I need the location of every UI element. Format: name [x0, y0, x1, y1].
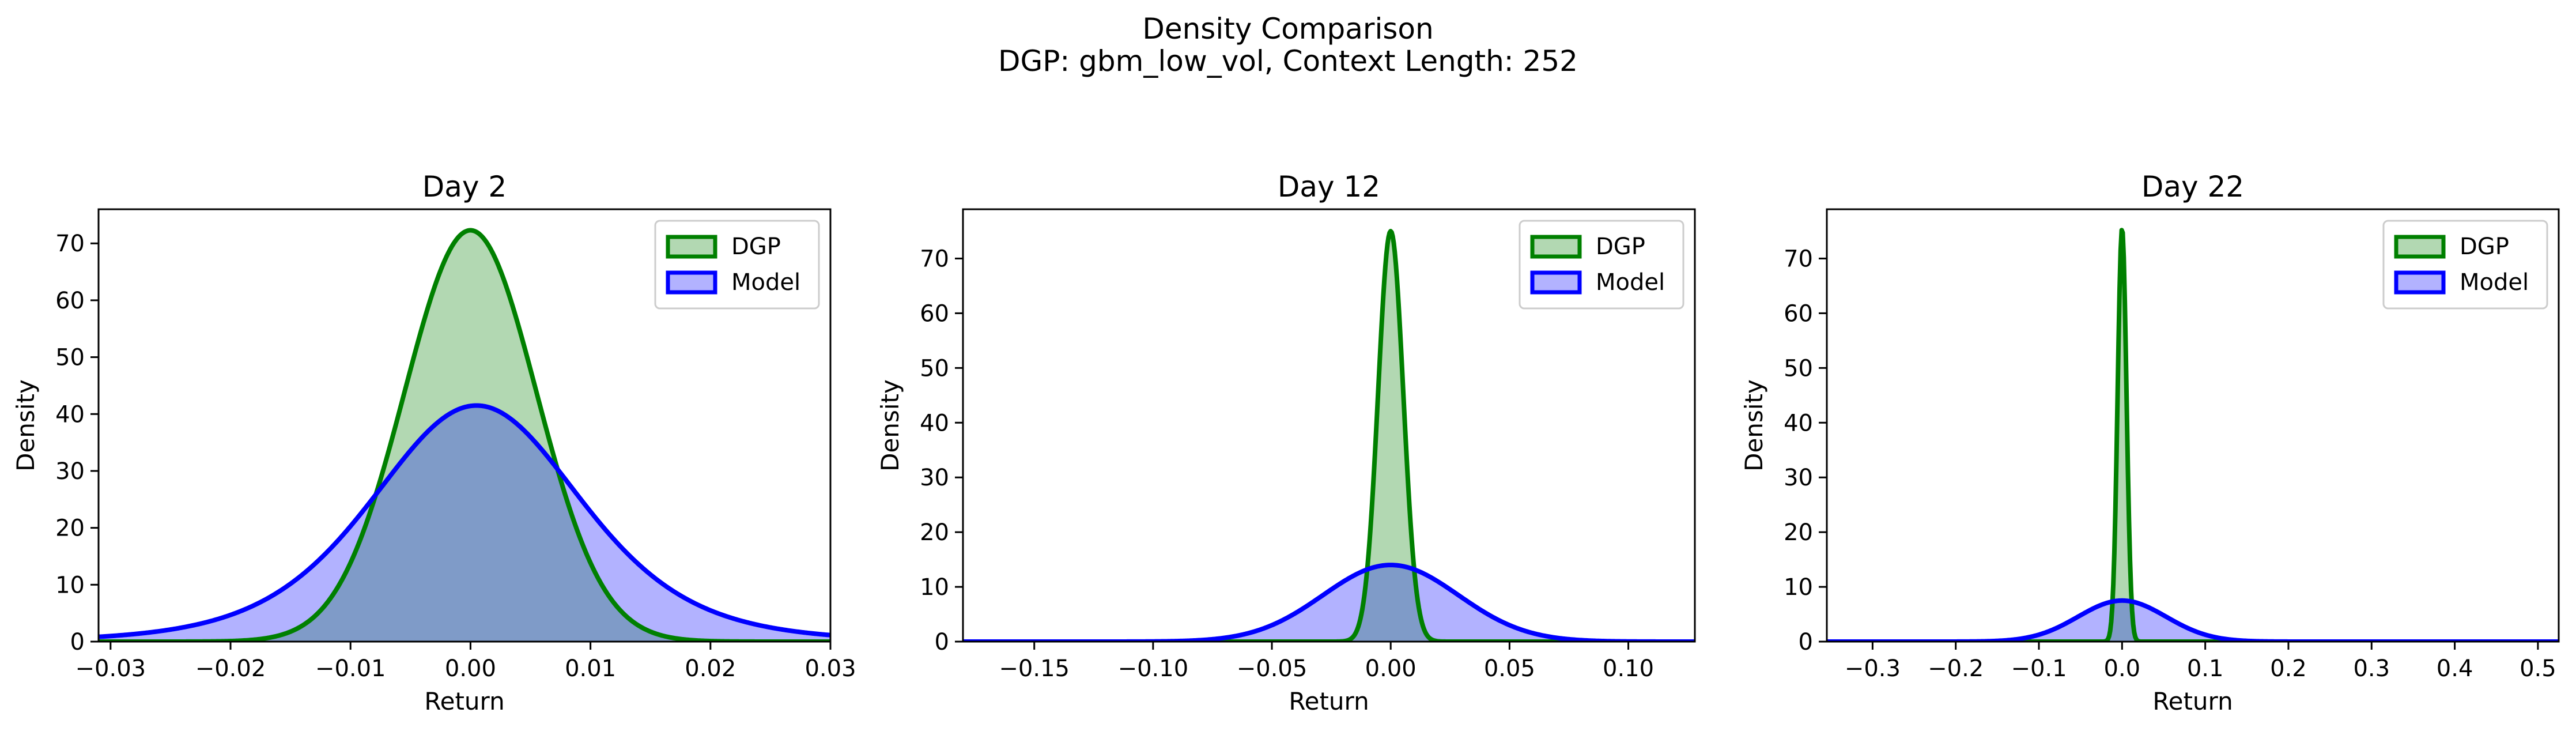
x-tick-label: −0.01 [315, 655, 386, 682]
y-tick-label: 30 [1784, 465, 1813, 491]
figure-title-line1: Density Comparison [1142, 12, 1433, 46]
legend-entry-model: Model [2394, 269, 2529, 296]
axes-frame [97, 208, 832, 643]
y-tick-label: 40 [1784, 410, 1813, 436]
legend-label: DGP [2460, 233, 2509, 260]
overlap-fill [99, 405, 830, 642]
legend: DGP Model [2382, 220, 2548, 310]
y-tick-label: 60 [1784, 300, 1813, 327]
panel-title: Day 2 [422, 170, 507, 203]
x-tick-label: −0.1 [2011, 655, 2067, 682]
y-tick-label: 30 [920, 465, 949, 491]
y-tick-label: 0 [1799, 629, 1813, 655]
x-tick-label: 0.5 [2520, 655, 2556, 682]
legend-label: Model [1596, 269, 1665, 296]
x-tick-label: 0.00 [1365, 655, 1417, 682]
y-tick-label: 50 [920, 355, 949, 382]
legend-swatch [666, 270, 717, 295]
x-tick-label: 0.03 [804, 655, 856, 682]
legend-swatch [1530, 270, 1582, 295]
x-tick-label: 0.4 [2437, 655, 2473, 682]
y-tick-label: 0 [70, 629, 85, 655]
model-density-line [99, 403, 830, 639]
x-axis-label: Return [2152, 687, 2233, 715]
panel-2: −0.15 −0.10 −0.05 0.00 0.05 0.10 0 10 20 30 40 50 60… [876, 170, 1696, 715]
y-tick-label: 30 [55, 458, 85, 485]
model-density-fill [1827, 600, 2559, 642]
x-axis-label: Return [1289, 687, 1369, 715]
axes-frame [962, 208, 1696, 643]
legend: DGP Model [654, 220, 820, 310]
legend: DGP Model [1519, 220, 1684, 310]
legend-swatch [2394, 235, 2446, 259]
y-tick-label: 20 [55, 515, 85, 542]
figure-title-line2: DGP: gbm_low_vol, Context Length: 252 [998, 44, 1578, 78]
x-tick-label: 0.0 [2104, 655, 2141, 682]
x-tick-label: −0.03 [75, 655, 146, 682]
y-tick-label: 10 [1784, 574, 1813, 601]
x-tick-label: 0.01 [565, 655, 616, 682]
y-tick-label: 50 [55, 345, 85, 371]
x-tick-label: 0.1 [2187, 655, 2224, 682]
x-tick-label: 0.00 [445, 655, 496, 682]
x-tick-label: 0.05 [1484, 655, 1535, 682]
legend-label: DGP [731, 233, 781, 260]
x-tick-label: −0.2 [1928, 655, 1984, 682]
y-tick-label: 60 [920, 300, 949, 327]
y-tick-label: 10 [920, 574, 949, 601]
legend-entry-dgp: DGP [666, 233, 781, 260]
legend-swatch [1530, 235, 1582, 259]
legend-entry-model: Model [1530, 269, 1665, 296]
y-axis-label: Density [876, 379, 904, 472]
x-tick-label: 0.02 [685, 655, 736, 682]
panel-title: Day 22 [2141, 170, 2244, 203]
panel-title: Day 12 [1278, 170, 1380, 203]
y-tick-label: 70 [1784, 246, 1813, 272]
legend-label: Model [731, 269, 800, 296]
y-axis-label: Density [12, 379, 40, 472]
axes-frame [1826, 208, 2560, 643]
legend-entry-dgp: DGP [2394, 233, 2509, 260]
y-tick-label: 40 [920, 410, 949, 436]
model-density-fill [963, 565, 1695, 642]
legend-swatch [2394, 270, 2446, 295]
y-axis-label: Density [1740, 379, 1768, 472]
x-tick-label: 0.10 [1603, 655, 1654, 682]
y-tick-label: 60 [55, 288, 85, 314]
x-tick-label: −0.3 [1845, 655, 1901, 682]
x-tick-label: 0.2 [2270, 655, 2307, 682]
panel-1: −0.03 −0.02 −0.01 0.00 0.01 0.02 0.03 0 10 20 30 40… [12, 170, 856, 715]
legend-label: DGP [1596, 233, 1645, 260]
y-tick-label: 70 [55, 231, 85, 257]
y-tick-label: 20 [1784, 519, 1813, 546]
x-tick-label: −0.15 [999, 655, 1070, 682]
legend-entry-dgp: DGP [1530, 233, 1645, 260]
x-axis-label: Return [424, 687, 504, 715]
y-tick-label: 0 [935, 629, 949, 655]
legend-swatch [666, 235, 717, 259]
panels: −0.03 −0.02 −0.01 0.00 0.01 0.02 0.03010203040… [12, 170, 2560, 715]
y-tick-label: 20 [920, 519, 949, 546]
y-tick-label: 10 [55, 572, 85, 598]
x-tick-label: −0.05 [1237, 655, 1308, 682]
legend-label: Model [2460, 269, 2529, 296]
y-tick-label: 50 [1784, 355, 1813, 382]
panel-3: −0.3 −0.2 −0.1 0.0 0.1 0.2 0.3 0.4 0.5 0 10 20 30 40 5… [1740, 170, 2560, 715]
x-tick-label: −0.02 [195, 655, 266, 682]
legend-entry-model: Model [666, 269, 800, 296]
x-tick-label: 0.3 [2353, 655, 2390, 682]
y-tick-label: 40 [55, 401, 85, 428]
y-tick-label: 70 [920, 246, 949, 272]
x-tick-label: −0.10 [1118, 655, 1189, 682]
